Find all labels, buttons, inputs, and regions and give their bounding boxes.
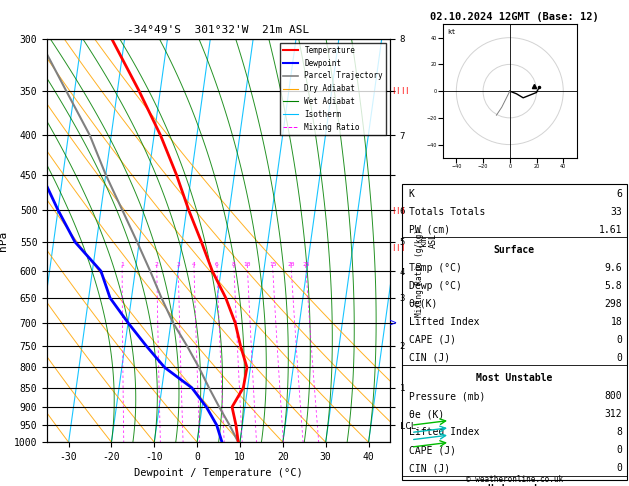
Legend: Temperature, Dewpoint, Parcel Trajectory, Dry Adiabat, Wet Adiabat, Isotherm, Mi: Temperature, Dewpoint, Parcel Trajectory… xyxy=(280,43,386,135)
Text: θe (K): θe (K) xyxy=(409,409,444,419)
Text: |: | xyxy=(392,87,394,94)
Text: >: > xyxy=(389,318,397,328)
Y-axis label: km
ASL: km ASL xyxy=(419,233,438,248)
Text: 18: 18 xyxy=(610,317,622,327)
Text: 298: 298 xyxy=(604,299,622,309)
Text: 6: 6 xyxy=(616,189,622,199)
Bar xyxy=(402,184,626,480)
Text: K: K xyxy=(409,189,415,199)
Text: Most Unstable: Most Unstable xyxy=(476,373,552,383)
Text: Lifted Index: Lifted Index xyxy=(409,317,479,327)
Title: -34°49'S  301°32'W  21m ASL: -34°49'S 301°32'W 21m ASL xyxy=(128,25,309,35)
Text: 20: 20 xyxy=(287,261,295,267)
Text: CIN (J): CIN (J) xyxy=(409,463,450,473)
Text: |: | xyxy=(401,244,403,251)
Text: Pressure (mb): Pressure (mb) xyxy=(409,391,485,401)
Text: 4: 4 xyxy=(192,261,196,267)
Text: 312: 312 xyxy=(604,409,622,419)
Text: 800: 800 xyxy=(604,391,622,401)
Y-axis label: hPa: hPa xyxy=(0,230,8,251)
Text: 0: 0 xyxy=(616,353,622,363)
Text: |: | xyxy=(392,244,394,251)
Text: |: | xyxy=(392,207,394,213)
Text: 0: 0 xyxy=(616,335,622,345)
Text: Temp (°C): Temp (°C) xyxy=(409,263,462,273)
Text: |: | xyxy=(396,244,399,251)
Text: |: | xyxy=(401,207,403,213)
Text: 33: 33 xyxy=(610,207,622,217)
Text: PW (cm): PW (cm) xyxy=(409,225,450,235)
Text: 1: 1 xyxy=(120,261,124,267)
Text: 25: 25 xyxy=(302,261,309,267)
Text: Hodograph: Hodograph xyxy=(487,484,541,486)
Text: |: | xyxy=(396,207,399,213)
Text: |: | xyxy=(405,87,408,94)
Text: 0: 0 xyxy=(616,445,622,455)
Text: 8: 8 xyxy=(616,427,622,437)
Text: 6: 6 xyxy=(215,261,219,267)
Text: kt: kt xyxy=(447,29,455,35)
Text: Lifted Index: Lifted Index xyxy=(409,427,479,437)
Text: 9.6: 9.6 xyxy=(604,263,622,273)
Text: Dewp (°C): Dewp (°C) xyxy=(409,281,462,291)
Text: Surface: Surface xyxy=(494,245,535,255)
Text: Totals Totals: Totals Totals xyxy=(409,207,485,217)
Text: CAPE (J): CAPE (J) xyxy=(409,335,455,345)
Text: CAPE (J): CAPE (J) xyxy=(409,445,455,455)
Text: CIN (J): CIN (J) xyxy=(409,353,450,363)
Text: 10: 10 xyxy=(243,261,251,267)
X-axis label: Dewpoint / Temperature (°C): Dewpoint / Temperature (°C) xyxy=(134,468,303,478)
Text: |: | xyxy=(396,87,399,94)
Text: |: | xyxy=(401,87,403,94)
Text: 15: 15 xyxy=(269,261,276,267)
Text: 0: 0 xyxy=(616,463,622,473)
Text: © weatheronline.co.uk: © weatheronline.co.uk xyxy=(465,475,563,484)
Text: 02.10.2024 12GMT (Base: 12): 02.10.2024 12GMT (Base: 12) xyxy=(430,12,599,22)
Text: 3: 3 xyxy=(176,261,180,267)
Text: Mixing Ratio (g/kg): Mixing Ratio (g/kg) xyxy=(415,229,423,317)
Text: 8: 8 xyxy=(232,261,236,267)
Text: 1.61: 1.61 xyxy=(599,225,622,235)
Text: θe(K): θe(K) xyxy=(409,299,438,309)
Text: 2: 2 xyxy=(155,261,159,267)
Text: 5.8: 5.8 xyxy=(604,281,622,291)
